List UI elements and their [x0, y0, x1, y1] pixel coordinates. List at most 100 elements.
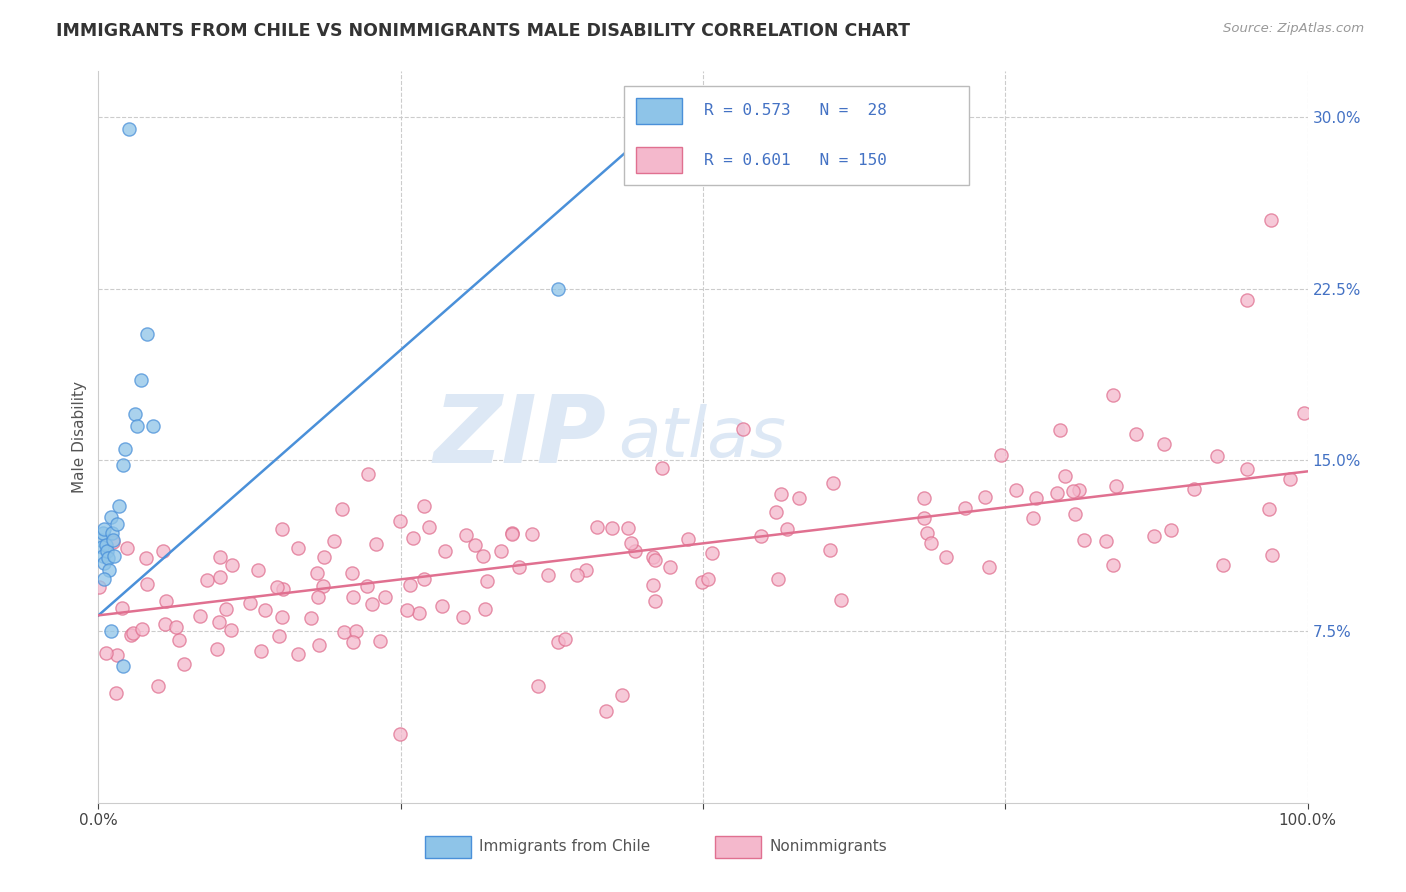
Point — [595, 705, 617, 719]
Point — [990, 448, 1012, 462]
Point — [935, 550, 957, 565]
Point — [195, 574, 218, 588]
Point — [434, 544, 457, 558]
Point — [464, 538, 486, 552]
Point — [155, 594, 177, 608]
Point — [508, 560, 530, 574]
Point — [643, 549, 665, 564]
Point — [219, 623, 242, 637]
Point — [1102, 558, 1125, 572]
Point — [454, 528, 477, 542]
Point — [1125, 427, 1147, 442]
Point — [472, 549, 495, 563]
Point — [188, 609, 211, 624]
Point — [333, 625, 356, 640]
Text: ZIP: ZIP — [433, 391, 606, 483]
Point — [146, 679, 169, 693]
Point — [209, 570, 232, 584]
Point — [167, 632, 190, 647]
Point — [412, 499, 434, 513]
Point — [776, 522, 799, 536]
Point — [1094, 533, 1116, 548]
Point — [94, 537, 117, 551]
Point — [766, 573, 789, 587]
Point — [312, 549, 335, 564]
Point — [342, 566, 364, 581]
Point — [238, 596, 260, 610]
Point — [451, 610, 474, 624]
Point — [100, 624, 122, 639]
Point — [1212, 558, 1234, 572]
Text: R = 0.601   N = 150: R = 0.601 N = 150 — [704, 153, 887, 168]
Point — [749, 529, 772, 543]
Point — [1182, 482, 1205, 496]
Point — [527, 680, 550, 694]
Point — [1279, 472, 1302, 486]
Point — [412, 572, 434, 586]
Point — [90, 533, 112, 547]
Point — [624, 544, 647, 558]
Point — [1064, 508, 1087, 522]
Point — [173, 657, 195, 672]
Point — [389, 727, 412, 741]
Point — [955, 500, 977, 515]
Point — [208, 549, 231, 564]
Point — [501, 526, 523, 541]
Point — [271, 610, 294, 624]
Point — [342, 635, 364, 649]
Point — [111, 601, 134, 615]
Point — [101, 533, 124, 547]
Point — [135, 577, 157, 591]
Point — [644, 552, 666, 566]
Point — [1054, 469, 1077, 483]
Point — [96, 544, 118, 558]
Point — [221, 558, 243, 573]
Point — [547, 281, 569, 295]
Point — [208, 615, 231, 629]
Point — [1073, 533, 1095, 547]
Point — [830, 593, 852, 607]
Point — [501, 527, 523, 541]
Point — [389, 514, 412, 528]
Point — [1160, 523, 1182, 537]
Point — [118, 121, 141, 136]
Point — [620, 536, 643, 550]
Point — [299, 611, 322, 625]
FancyBboxPatch shape — [637, 147, 682, 173]
Point — [366, 537, 388, 551]
Point — [575, 563, 598, 577]
Point — [617, 521, 640, 535]
Point — [287, 541, 309, 555]
Point — [330, 501, 353, 516]
Point — [135, 551, 157, 566]
FancyBboxPatch shape — [624, 86, 969, 185]
Point — [912, 511, 935, 525]
Point — [610, 688, 633, 702]
Point — [475, 574, 498, 588]
Point — [1004, 483, 1026, 497]
Point — [537, 568, 560, 582]
Point — [91, 540, 114, 554]
Point — [408, 607, 430, 621]
Point — [271, 522, 294, 536]
Point — [97, 551, 120, 566]
Point — [489, 543, 512, 558]
Point — [522, 527, 544, 541]
Point — [93, 572, 115, 586]
Point — [305, 566, 328, 580]
Point — [120, 628, 142, 642]
Point — [127, 418, 149, 433]
Point — [1236, 293, 1258, 307]
Point — [374, 590, 396, 604]
Point — [91, 549, 114, 563]
Point — [395, 602, 418, 616]
Point — [977, 560, 1000, 574]
Point — [1261, 548, 1284, 562]
Point — [105, 686, 128, 700]
Point — [1206, 449, 1229, 463]
Point — [266, 580, 288, 594]
Point — [765, 505, 787, 519]
Point — [1046, 486, 1069, 500]
Point — [153, 616, 176, 631]
FancyBboxPatch shape — [716, 836, 761, 858]
